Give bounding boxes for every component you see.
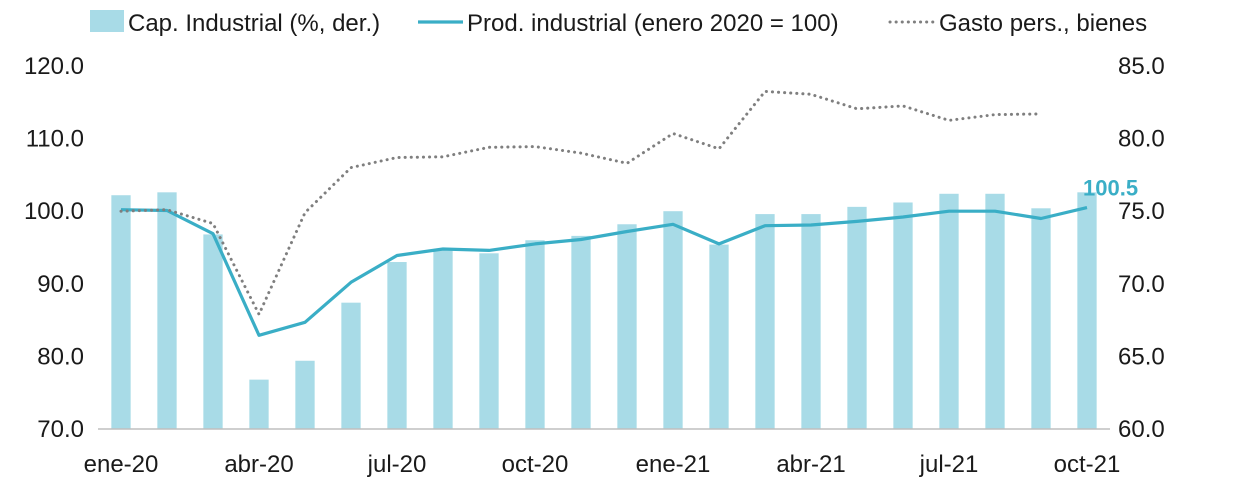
x-axis-tick-label: jul-21	[919, 451, 979, 478]
bar-mar-21	[755, 214, 775, 429]
left-axis-tick-label: 90.0	[37, 271, 84, 298]
x-axis-tick-label: ene-20	[84, 451, 159, 478]
x-axis-tick-label: jul-20	[367, 451, 427, 478]
bar-ene-20	[111, 195, 131, 429]
bar-series	[111, 192, 1097, 429]
right-axis-tick-label: 65.0	[1118, 343, 1165, 370]
legend-label-cap-industrial: Cap. Industrial (%, der.)	[128, 10, 380, 37]
bar-abr-20	[249, 379, 269, 429]
gasto-line	[119, 89, 1043, 316]
x-axis-tick-label: oct-21	[1054, 451, 1121, 478]
right-axis-tick-label: 85.0	[1118, 53, 1165, 80]
legend: Cap. Industrial (%, der.) Prod. industria…	[90, 10, 1147, 37]
right-axis-tick-label: 75.0	[1118, 198, 1165, 225]
last-value-label: 100.5	[1083, 176, 1138, 201]
bar-dic-20	[617, 224, 637, 429]
bar-jun-20	[341, 302, 361, 429]
bar-jul-20	[387, 262, 407, 429]
bar-oct-20	[525, 240, 545, 429]
left-axis-tick-label: 70.0	[37, 416, 84, 443]
right-axis-tick-label: 80.0	[1118, 126, 1165, 153]
bar-oct-21	[1077, 192, 1097, 429]
bar-jul-21	[939, 193, 959, 429]
bar-ago-20	[433, 248, 453, 429]
x-axis-tick-label: ene-21	[636, 451, 711, 478]
x-axis: ene-20 abr-20 jul-20 oct-20 ene-21 abr-21 jul-…	[84, 451, 1121, 478]
bar-ene-21	[663, 211, 683, 429]
right-axis: 60.0 65.0 70.0 75.0 80.0 85.0	[1118, 53, 1165, 443]
left-axis-tick-label: 100.0	[24, 198, 84, 225]
legend-label-prod-industrial: Prod. industrial (enero 2020 = 100)	[467, 10, 839, 37]
right-axis-tick-label: 70.0	[1118, 271, 1165, 298]
legend-label-gasto-pers: Gasto pers., bienes	[939, 10, 1147, 37]
bar-jun-21	[893, 202, 913, 429]
bar-feb-20	[157, 192, 177, 429]
bar-feb-21	[709, 244, 729, 429]
prod-line	[120, 206, 1088, 337]
left-axis-tick-label: 110.0	[26, 126, 84, 153]
left-axis: 70.0 80.0 90.0 100.0 110.0 120.0	[24, 53, 84, 443]
legend-bar-swatch	[90, 10, 124, 32]
left-axis-tick-label: 120.0	[24, 53, 84, 80]
bar-sep-20	[479, 253, 499, 429]
line-series	[119, 89, 1088, 337]
right-axis-tick-label: 60.0	[1118, 416, 1165, 443]
bar-abr-21	[801, 214, 821, 429]
bar-may-21	[847, 206, 867, 429]
bar-mar-20	[203, 234, 223, 429]
bar-ago-21	[985, 193, 1005, 429]
left-axis-tick-label: 80.0	[37, 343, 84, 370]
x-axis-tick-label: abr-21	[776, 451, 845, 478]
bar-sep-21	[1031, 208, 1051, 429]
x-axis-tick-label: oct-20	[502, 451, 569, 478]
bar-nov-20	[571, 235, 591, 429]
bar-may-20	[295, 360, 315, 429]
x-axis-tick-label: abr-20	[224, 451, 293, 478]
